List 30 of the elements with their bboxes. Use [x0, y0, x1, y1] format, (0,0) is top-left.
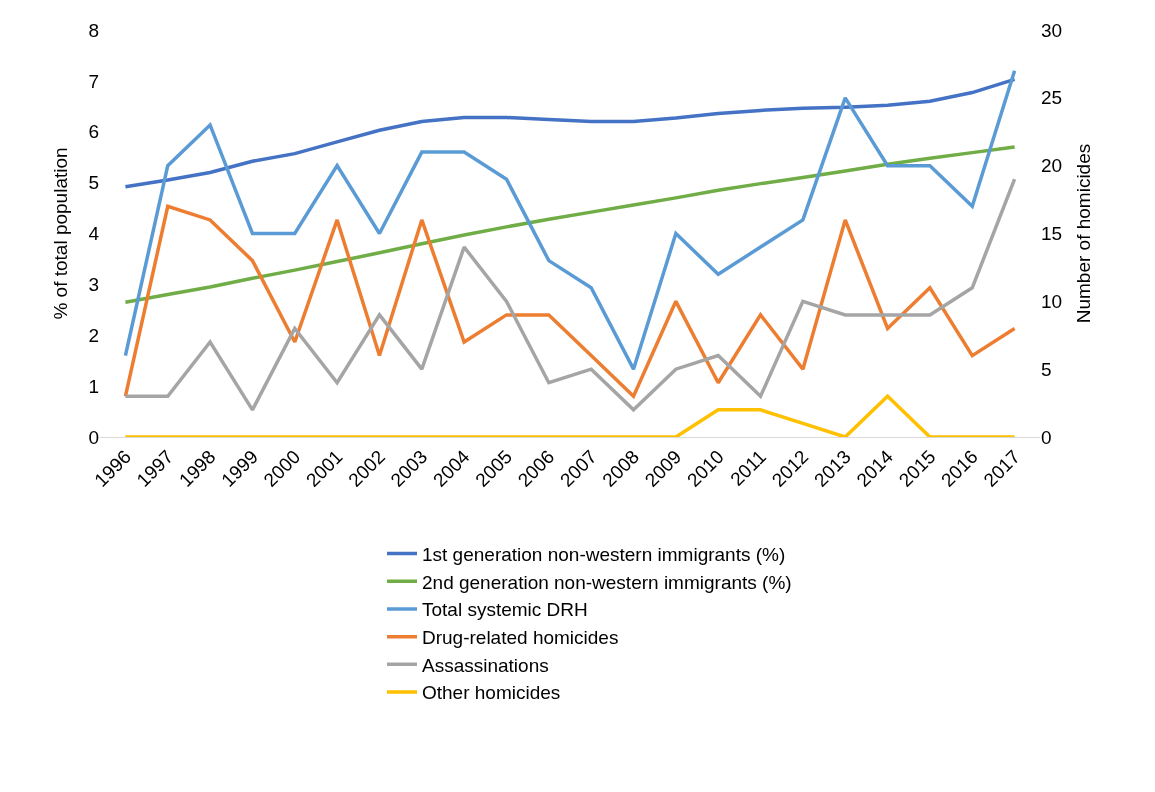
y-tick-label: 3: [88, 274, 99, 296]
line-series: [123, 177, 1017, 412]
y2-tick-label: 15: [1041, 223, 1063, 245]
y-tick-label: 6: [88, 121, 99, 143]
y2-tick-label: 10: [1041, 290, 1063, 312]
y-tick-label: 8: [88, 19, 99, 41]
y-tick-label: 7: [88, 70, 99, 92]
legend-label: Drug-related homicides: [422, 627, 619, 649]
y-tick-label: 2: [88, 324, 99, 346]
line-series: [123, 68, 1017, 371]
y-tick-label: 0: [88, 426, 99, 448]
y2-tick-label: 20: [1041, 155, 1063, 177]
legend-label: Assassinations: [422, 654, 549, 676]
legend-label: Other homicides: [422, 682, 561, 704]
line-series: [123, 145, 1017, 304]
y-tick-label: 5: [88, 172, 99, 194]
legend-label: 2nd generation non-western immigrants (%): [422, 571, 792, 593]
y2-axis-title: Number of homicides: [1072, 143, 1094, 324]
legend-label: 1st generation non-western immigrants (%): [422, 543, 786, 565]
line-series: [123, 394, 1017, 437]
y-axis-title: % of total population: [50, 147, 72, 320]
line-series: [123, 77, 1017, 189]
y2-tick-label: 0: [1041, 426, 1052, 448]
y2-tick-label: 25: [1041, 87, 1063, 109]
legend-label: Total systemic DRH: [422, 599, 588, 621]
y-tick-label: 1: [88, 375, 99, 397]
y2-tick-label: 5: [1041, 358, 1052, 380]
line-series: [123, 204, 1017, 399]
y-tick-label: 4: [88, 223, 100, 245]
y2-tick-label: 30: [1041, 19, 1063, 41]
